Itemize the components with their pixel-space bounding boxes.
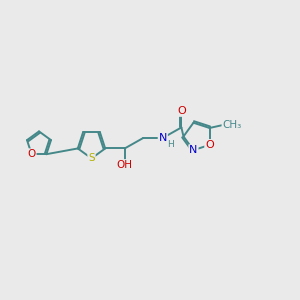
Text: OH: OH: [117, 160, 133, 170]
Text: S: S: [88, 153, 95, 164]
Text: O: O: [177, 106, 186, 116]
Text: O: O: [205, 140, 214, 150]
Text: N: N: [159, 133, 167, 143]
Text: O: O: [28, 149, 36, 159]
Text: CH₃: CH₃: [222, 120, 242, 130]
Text: N: N: [189, 145, 198, 155]
Text: H: H: [167, 140, 174, 149]
